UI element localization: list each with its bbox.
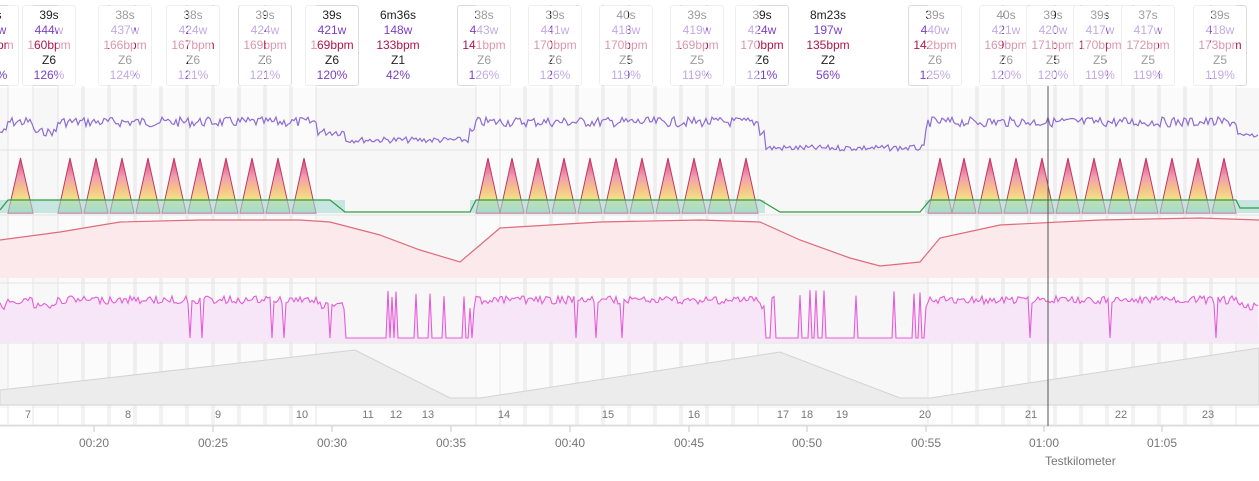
time-tick-label: 00:25 <box>198 436 228 450</box>
km-tick-label: 23 <box>1202 409 1214 421</box>
interval-duration: 39s <box>0 8 18 23</box>
heart-rate-line <box>0 217 1259 267</box>
elevation-area <box>0 347 1259 406</box>
time-tick-label: 01:00 <box>1029 436 1059 450</box>
interval-duration: 39s <box>322 8 342 22</box>
km-tick-label: 17 <box>777 409 789 421</box>
interval-watts: 421w <box>317 23 347 37</box>
interval-zone: Z6 <box>324 53 339 67</box>
km-tick-label: 10 <box>296 409 308 421</box>
km-tick-label: 18 <box>801 409 813 421</box>
km-tick-label: 7 <box>25 409 31 421</box>
km-tick-label: 14 <box>498 409 510 421</box>
km-tick-label: 15 <box>602 409 614 421</box>
km-tick-label: 13 <box>422 409 434 421</box>
interval-watts: 437w <box>0 23 7 37</box>
km-tick-label: 21 <box>1025 409 1037 421</box>
cadence-area <box>0 290 1259 342</box>
time-tick-label: 00:40 <box>555 436 585 450</box>
interval-pct: 56% <box>815 68 841 82</box>
x-axis-title: Testkilometer <box>1045 454 1116 468</box>
time-tick-label: 00:35 <box>436 436 466 450</box>
power-zone-band <box>925 200 1259 213</box>
interval-zone: Z6 <box>754 53 769 67</box>
km-tick-label: 20 <box>919 409 931 421</box>
power-zone-band <box>470 200 765 213</box>
km-tick-label: 8 <box>125 409 131 421</box>
interval-label[interactable]: 6m36s 148w 133bpm Z1 42% <box>371 5 425 86</box>
time-tick-label: 00:55 <box>911 436 941 450</box>
time-tick-label: 00:30 <box>317 436 347 450</box>
time-tick-label: 00:20 <box>79 436 109 450</box>
power-zone-baseline <box>0 199 1259 213</box>
km-tick-label: 22 <box>1115 409 1127 421</box>
interval-hr: 169bpm <box>310 38 354 52</box>
km-tick-label: 12 <box>390 409 402 421</box>
time-tick-label: 00:50 <box>792 436 822 450</box>
interval-zone: Z2 <box>820 53 835 67</box>
interval-pct: 126% <box>33 68 65 82</box>
interval-watts: 148w <box>383 23 413 37</box>
interval-pct: 42% <box>385 68 411 82</box>
power-zone-band <box>0 200 345 213</box>
km-tick-label: 16 <box>688 409 700 421</box>
km-tick-label: 11 <box>362 409 373 421</box>
interval-hr: 133bpm <box>376 38 420 52</box>
interval-zone: Z6 <box>41 53 56 67</box>
heart-rate-area <box>0 218 1259 278</box>
interval-pct: 125% <box>0 68 18 83</box>
interval-label[interactable]: 8m23s 197w 135bpm Z2 56% <box>801 5 855 86</box>
km-tick-label: 19 <box>836 409 848 421</box>
interval-duration: 8m23s <box>809 8 847 22</box>
time-tick-label: 00:45 <box>674 436 704 450</box>
interval-zone: Z1 <box>390 53 405 67</box>
time-tick-label: 01:05 <box>1147 436 1177 450</box>
km-tick-label: 9 <box>215 409 221 421</box>
interval-hr: 135bpm <box>806 38 850 52</box>
interval-watts: 197w <box>813 23 843 37</box>
interval-duration: 6m36s <box>379 8 417 22</box>
interval-watts: 444w <box>34 23 64 37</box>
interval-duration: 39s <box>39 8 59 22</box>
interval-pct: 120% <box>316 68 348 82</box>
